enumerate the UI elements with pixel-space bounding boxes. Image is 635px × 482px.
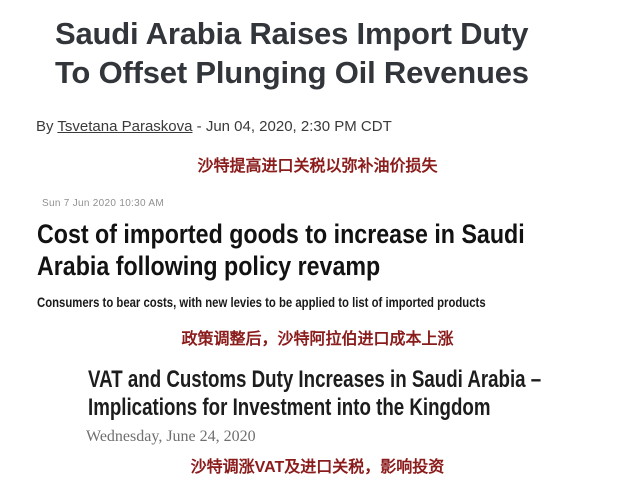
- chinese-annotation-3: 沙特调涨VAT及进口关税，影响投资: [190, 459, 445, 476]
- article2-headline: Cost of imported goods to increase in Sa…: [37, 219, 525, 281]
- article1-headline: Saudi Arabia Raises Import Duty To Offse…: [55, 16, 529, 90]
- article-2: Sun 7 Jun 2020 10:30 AM Cost of imported…: [0, 197, 635, 311]
- byline-prefix: By: [36, 118, 58, 135]
- byline-date: - Jun 04, 2020, 2:30 PM CDT: [192, 118, 392, 135]
- article3-headline: VAT and Customs Duty Increases in Saudi …: [88, 366, 542, 421]
- article-1: Saudi Arabia Raises Import Duty To Offse…: [0, 14, 635, 136]
- article2-timestamp: Sun 7 Jun 2020 10:30 AM: [42, 198, 164, 209]
- article2-subtitle: Consumers to bear costs, with new levies…: [37, 295, 486, 310]
- chinese-annotation-1: 沙特提高进口关税以弥补油价损失: [197, 158, 438, 175]
- article3-date: Wednesday, June 24, 2020: [86, 428, 256, 445]
- article-3: VAT and Customs Duty Increases in Saudi …: [0, 366, 635, 447]
- chinese-annotation-2: 政策调整后，沙特阿拉伯进口成本上涨: [181, 331, 454, 348]
- article1-byline: By Tsvetana Paraskova - Jun 04, 2020, 2:…: [36, 118, 635, 136]
- author-link[interactable]: Tsvetana Paraskova: [57, 118, 193, 135]
